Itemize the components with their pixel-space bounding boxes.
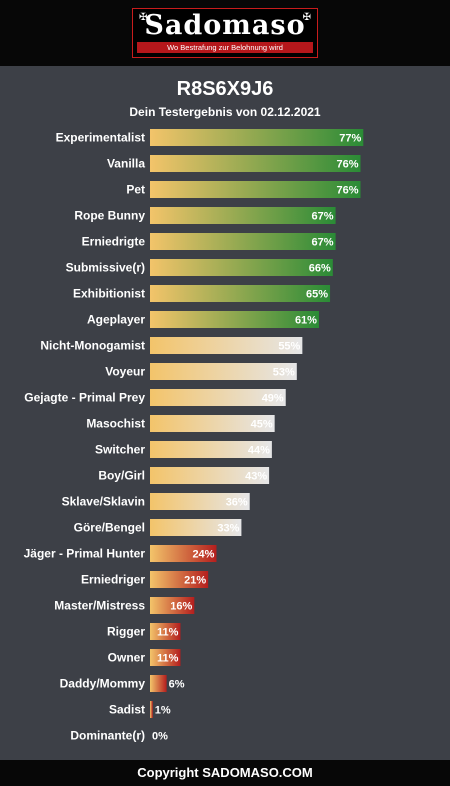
value-label: 11% <box>157 653 179 665</box>
top-bar: ✠ ✠ Sadomaso Wo Bestrafung zur Belohnung… <box>0 0 450 66</box>
category-label: Rigger <box>107 625 145 639</box>
data-bar <box>150 181 361 198</box>
data-bar <box>150 649 181 666</box>
category-label: Erniedrigte <box>82 235 146 249</box>
data-bar <box>150 389 286 406</box>
data-bar <box>150 675 167 692</box>
data-bar <box>150 545 217 562</box>
data-bar <box>150 623 181 640</box>
value-label: 43% <box>245 471 267 483</box>
cross-icon: ✠ <box>139 12 148 23</box>
value-label: 33% <box>217 523 239 535</box>
value-label: 53% <box>273 367 295 379</box>
cross-icon: ✠ <box>302 12 311 23</box>
category-label: Göre/Bengel <box>74 521 145 535</box>
sadomaso-logo[interactable]: ✠ ✠ Sadomaso Wo Bestrafung zur Belohnung… <box>132 8 318 58</box>
footer-copyright: Copyright SADOMASO.COM <box>0 760 450 786</box>
value-label: 66% <box>309 263 331 275</box>
category-label: Nicht-Monogamist <box>40 339 145 353</box>
value-label: 36% <box>226 497 248 509</box>
value-label: 61% <box>295 315 317 327</box>
value-label: 77% <box>339 133 361 145</box>
data-bar <box>150 285 331 302</box>
category-label: Owner <box>108 651 146 665</box>
category-label: Gejagte - Primal Prey <box>24 391 145 405</box>
data-bar <box>150 207 336 224</box>
value-label: 24% <box>192 549 214 561</box>
category-label: Exhibitionist <box>73 287 145 301</box>
category-label: Erniedriger <box>81 573 145 587</box>
value-label: 76% <box>336 185 358 197</box>
category-label: Switcher <box>95 443 145 457</box>
result-subtitle: Dein Testergebnis von 02.12.2021 <box>129 105 321 119</box>
value-label: 45% <box>251 419 273 431</box>
category-label: Masochist <box>86 417 145 431</box>
logo-tagline: Wo Bestrafung zur Belohnung wird <box>137 42 313 53</box>
value-label: 1% <box>155 705 171 717</box>
data-bar <box>150 233 336 250</box>
category-label: Vanilla <box>107 157 145 171</box>
value-label: 67% <box>312 237 334 249</box>
value-label: 67% <box>312 211 334 223</box>
category-label: Master/Mistress <box>54 599 145 613</box>
category-label: Ageplayer <box>87 313 145 327</box>
category-label: Rope Bunny <box>74 209 145 223</box>
data-bar <box>150 441 272 458</box>
category-label: Boy/Girl <box>98 469 145 483</box>
data-bar <box>150 311 319 328</box>
data-bar <box>150 363 297 380</box>
value-label: 21% <box>184 575 206 587</box>
category-label: Voyeur <box>105 365 145 379</box>
value-label: 76% <box>336 159 358 171</box>
data-bar <box>150 467 270 484</box>
value-label: 44% <box>248 445 270 457</box>
category-label: Sklave/Sklavin <box>62 495 145 509</box>
data-bar <box>150 597 195 614</box>
data-bar <box>150 337 303 354</box>
value-label: 49% <box>262 393 284 405</box>
category-label: Jäger - Primal Hunter <box>24 547 146 561</box>
result-code-title: R8S6X9J6 <box>176 78 274 100</box>
data-bar <box>150 571 209 588</box>
value-label: 11% <box>157 627 179 639</box>
logo-wordmark: Sadomaso <box>144 10 306 41</box>
category-label: Submissive(r) <box>66 261 145 275</box>
category-label: Pet <box>126 183 145 197</box>
value-label: 6% <box>169 679 185 691</box>
data-bar <box>150 701 153 718</box>
data-bar <box>150 519 242 536</box>
value-label: 65% <box>306 289 328 301</box>
value-label: 55% <box>278 341 300 353</box>
category-label: Experimentalist <box>56 131 145 145</box>
value-label: 16% <box>170 601 192 613</box>
data-bar <box>150 415 275 432</box>
data-bar <box>150 493 250 510</box>
category-label: Daddy/Mommy <box>60 677 146 691</box>
data-bar <box>150 129 364 146</box>
category-label: Sadist <box>109 703 145 717</box>
value-label: 0% <box>152 731 168 743</box>
data-bar <box>150 259 333 276</box>
data-bar <box>150 155 361 172</box>
category-label: Dominante(r) <box>70 729 145 743</box>
